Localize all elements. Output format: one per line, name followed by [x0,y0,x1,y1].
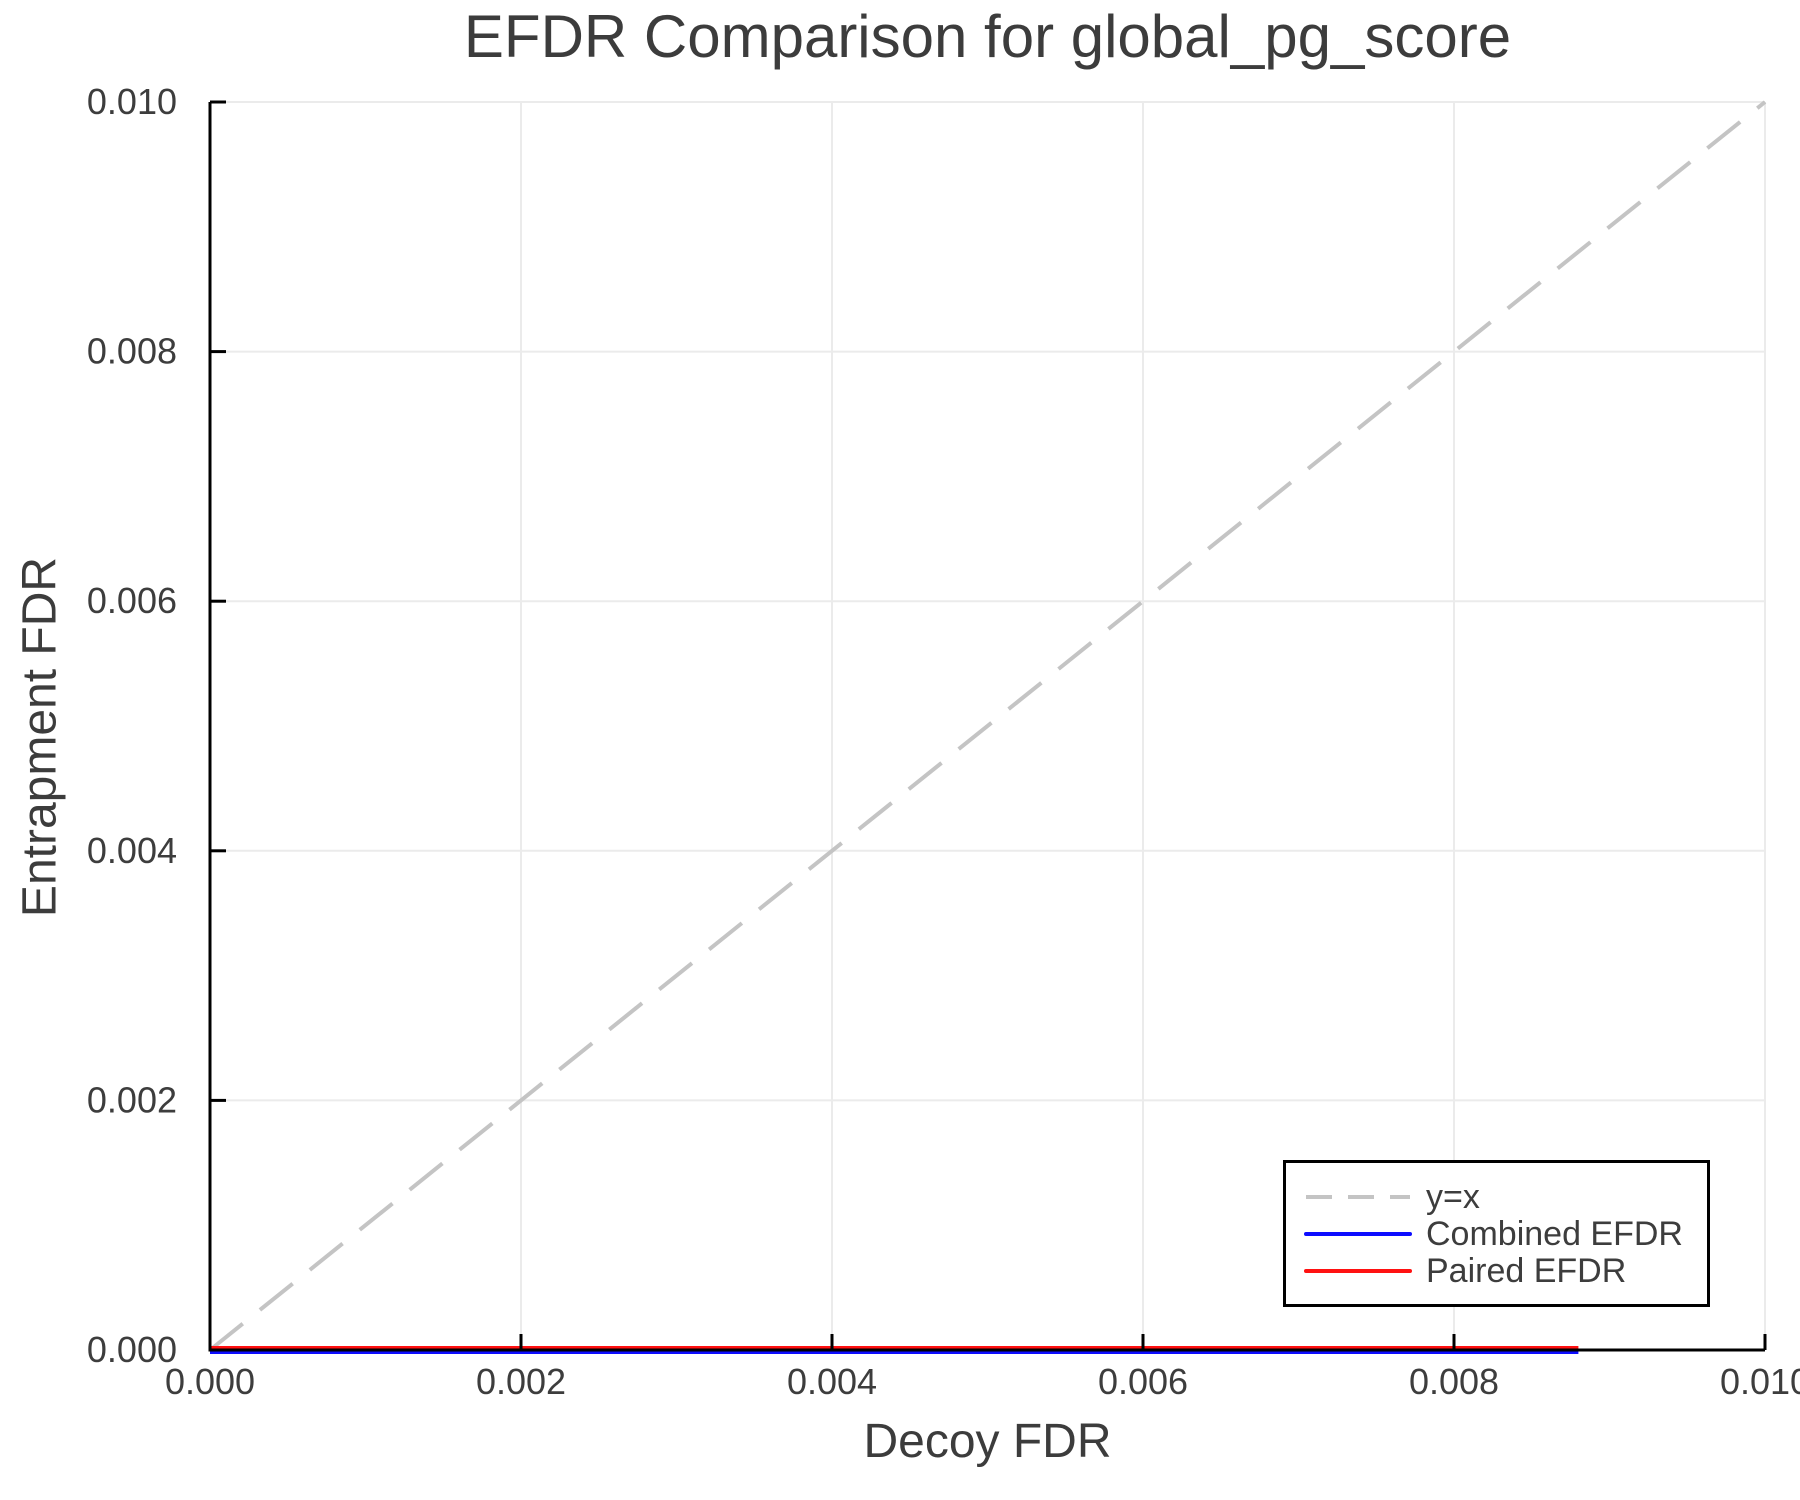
x-tick-label: 0.008 [1409,1361,1499,1402]
legend-entry-label: y=x [1426,1177,1480,1216]
x-tick-label: 0.010 [1720,1361,1800,1402]
legend: y=x Combined EFDR Paired EFDR [1283,1160,1710,1307]
legend-sample-line [1306,1194,1410,1199]
legend-entry: y=x [1303,1179,1707,1215]
y-tick-label: 0.010 [87,81,177,122]
x-tick-label: 0.006 [1098,1361,1188,1402]
legend-sample-line [1304,1231,1412,1236]
legend-entry-label: Paired EFDR [1426,1251,1627,1290]
series-line-y-x [208,100,1767,1352]
x-tick-label: 0.000 [165,1361,255,1402]
legend-entry: Paired EFDR [1303,1253,1707,1289]
legend-entry-label: Combined EFDR [1426,1214,1683,1253]
legend-entry: Combined EFDR [1303,1216,1707,1252]
y-tick-label: 0.000 [87,1329,177,1370]
x-axis-title: Decoy FDR [863,1415,1112,1468]
legend-sample-line [1304,1268,1412,1273]
y-tick-label: 0.006 [87,580,177,621]
x-tick-label: 0.002 [476,1361,566,1402]
y-tick-label: 0.004 [87,830,177,871]
chart-title: EFDR Comparison for global_pg_score [463,3,1512,70]
y-tick-label: 0.002 [87,1079,177,1120]
x-tick-label: 0.004 [787,1361,877,1402]
y-tick-label: 0.008 [87,331,177,372]
